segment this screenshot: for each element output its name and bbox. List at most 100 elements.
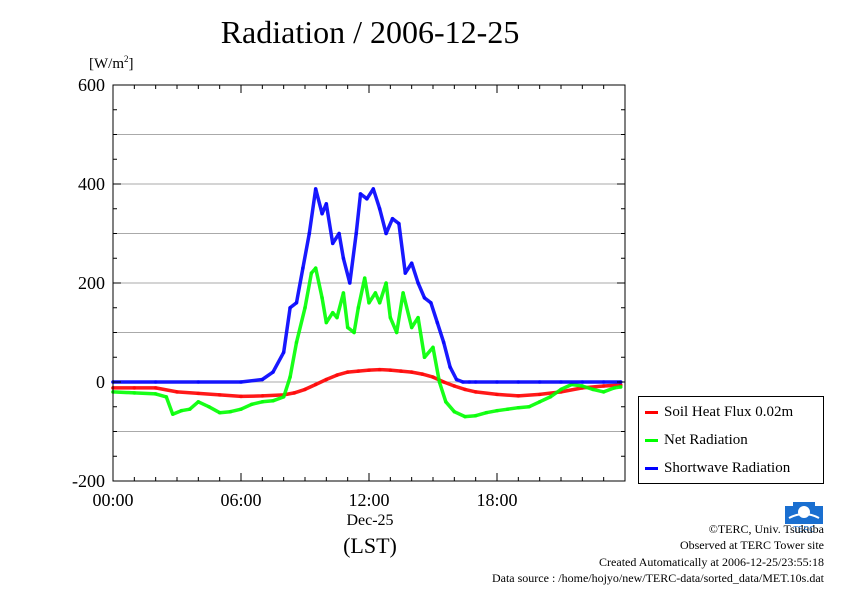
data-point-net-radiation <box>196 400 201 404</box>
x-date-label: Dec-25 <box>346 512 394 529</box>
credit-copyright: ©TERC, Univ. Tsukuba <box>708 522 824 536</box>
data-point-shortwave-radiation <box>337 231 341 236</box>
data-point-soil-heat-flux <box>239 394 243 399</box>
data-point-soil-heat-flux <box>217 393 222 397</box>
data-point-soil-heat-flux <box>537 392 542 397</box>
data-point-shortwave-radiation <box>435 320 440 325</box>
data-point-net-radiation <box>618 385 623 389</box>
data-point-net-radiation <box>170 412 175 416</box>
terc-logo: TERC <box>783 502 825 534</box>
data-point-shortwave-radiation <box>454 377 459 382</box>
data-point-shortwave-radiation <box>409 261 414 266</box>
x-tick-label: 18:00 <box>476 490 517 510</box>
data-point-shortwave-radiation <box>422 296 427 300</box>
data-point-net-radiation <box>356 305 361 310</box>
y-tick-label: 600 <box>78 75 105 95</box>
x-tick-label: 06:00 <box>220 490 261 510</box>
data-point-shortwave-radiation <box>307 231 312 236</box>
legend-swatch-soil-heat-flux <box>645 410 658 414</box>
data-point-soil-heat-flux <box>452 384 457 388</box>
data-point-net-radiation <box>409 325 414 330</box>
data-point-net-radiation <box>228 409 233 414</box>
y-unit-superscript: 2 <box>124 54 129 64</box>
data-point-net-radiation <box>352 330 356 335</box>
data-point-shortwave-radiation <box>294 301 299 305</box>
data-point-net-radiation <box>367 301 371 305</box>
data-point-shortwave-radiation <box>301 266 305 270</box>
data-point-shortwave-radiation <box>313 187 318 191</box>
data-point-shortwave-radiation <box>365 197 369 201</box>
data-point-net-radiation <box>330 310 335 315</box>
data-point-shortwave-radiation <box>341 256 346 261</box>
data-point-net-radiation <box>516 405 521 410</box>
data-point-soil-heat-flux <box>335 373 339 377</box>
legend-label-soil-heat-flux: Soil Heat Flux 0.02m <box>664 403 794 420</box>
data-point-net-radiation <box>601 390 606 394</box>
data-point-soil-heat-flux <box>601 384 606 388</box>
data-point-shortwave-radiation <box>324 202 329 206</box>
credit-observed: Observed at TERC Tower site <box>679 538 824 552</box>
data-point-shortwave-radiation <box>320 211 324 216</box>
data-point-shortwave-radiation <box>390 216 395 221</box>
legend-item-soil-heat-flux: Soil Heat Flux 0.02m <box>645 403 793 421</box>
series-layer <box>111 187 623 419</box>
data-point-net-radiation <box>416 315 420 320</box>
legend-swatch-net-radiation <box>645 438 658 442</box>
data-point-shortwave-radiation <box>281 350 286 355</box>
data-point-shortwave-radiation <box>403 271 408 275</box>
y-axis-unit-label: [W/m2] <box>89 54 134 72</box>
y-tick-label: 200 <box>78 273 105 293</box>
data-point-shortwave-radiation <box>348 281 352 285</box>
data-point-soil-heat-flux <box>260 394 265 398</box>
data-point-shortwave-radiation <box>330 241 335 246</box>
data-point-shortwave-radiation <box>441 340 446 345</box>
data-point-net-radiation <box>207 404 211 409</box>
data-point-net-radiation <box>179 408 184 413</box>
data-point-net-radiation <box>164 395 169 399</box>
y-tick-label: -200 <box>72 471 105 491</box>
data-point-soil-heat-flux <box>495 392 499 397</box>
data-point-shortwave-radiation <box>196 380 201 384</box>
data-point-soil-heat-flux <box>345 370 350 374</box>
data-point-shortwave-radiation <box>354 231 359 236</box>
data-point-shortwave-radiation <box>260 377 265 382</box>
x-axis-label: (LST) <box>343 533 397 558</box>
axis-ticks: -200 0 200 400 600 00:00 06:00 12:00 18:00 <box>72 75 626 510</box>
legend-swatch-shortwave-radiation <box>645 466 658 470</box>
data-point-soil-heat-flux <box>313 382 318 387</box>
data-point-net-radiation <box>548 395 553 399</box>
data-point-net-radiation <box>309 271 314 275</box>
data-point-net-radiation <box>188 407 192 412</box>
data-point-net-radiation <box>495 408 499 413</box>
data-point-soil-heat-flux <box>324 377 329 382</box>
series-line-soil-heat-flux <box>111 367 623 399</box>
data-point-net-radiation <box>239 407 243 412</box>
data-point-soil-heat-flux <box>303 387 307 392</box>
data-point-net-radiation <box>345 325 350 330</box>
data-point-soil-heat-flux <box>175 390 179 394</box>
data-point-soil-heat-flux <box>367 368 371 372</box>
data-point-net-radiation <box>217 410 222 415</box>
data-point-net-radiation <box>612 386 617 390</box>
data-point-shortwave-radiation <box>537 380 542 384</box>
data-point-net-radiation <box>591 387 595 392</box>
data-point-net-radiation <box>373 291 378 295</box>
data-point-net-radiation <box>341 291 346 295</box>
data-point-net-radiation <box>401 291 405 295</box>
data-point-soil-heat-flux <box>473 390 478 394</box>
data-point-shortwave-radiation <box>559 380 563 384</box>
data-point-net-radiation <box>537 400 542 404</box>
y-tick-label: 0 <box>96 372 105 392</box>
data-point-shortwave-radiation <box>377 206 382 211</box>
data-point-net-radiation <box>473 413 478 418</box>
data-point-net-radiation <box>431 345 435 350</box>
data-point-shortwave-radiation <box>429 301 433 305</box>
data-point-net-radiation <box>335 315 339 320</box>
data-point-net-radiation <box>388 315 393 320</box>
data-point-shortwave-radiation <box>516 380 521 384</box>
data-point-shortwave-radiation <box>416 281 420 285</box>
data-point-soil-heat-flux <box>516 394 521 398</box>
data-point-shortwave-radiation <box>371 187 376 191</box>
data-point-soil-heat-flux <box>463 387 467 392</box>
terc-logo-icon: TERC <box>785 502 823 534</box>
